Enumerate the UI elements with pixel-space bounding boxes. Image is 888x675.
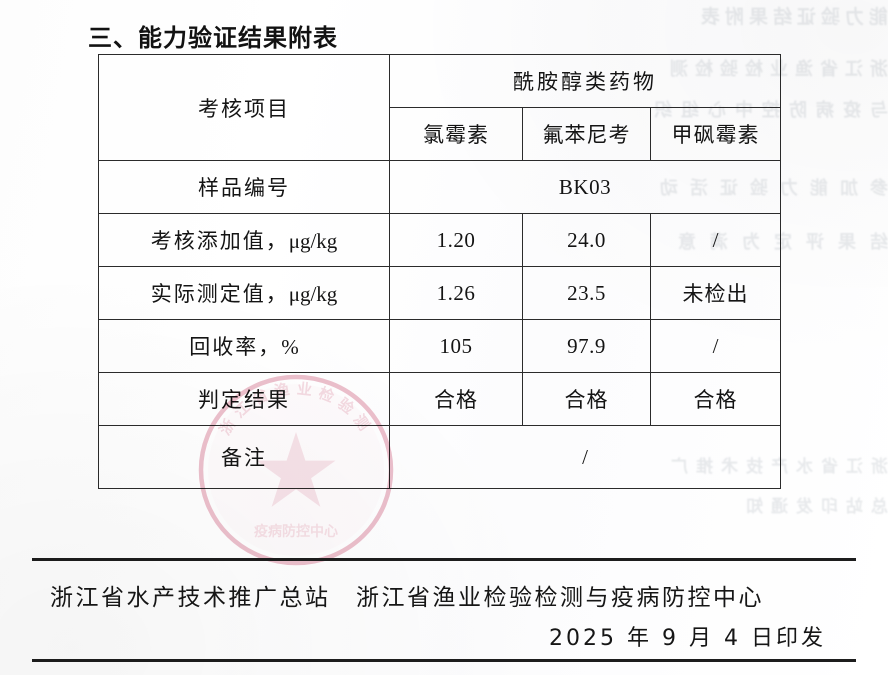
header-drug-group: 酰胺醇类药物: [388, 54, 782, 108]
row-label-spiked-value: 考核添加值，μg/kg: [98, 213, 390, 267]
table-header-row: 考核项目 酰胺醇类药物: [98, 54, 782, 161]
table-row: 回收率，% 105 97.9 /: [98, 319, 782, 373]
header-item-column: 考核项目: [98, 54, 390, 161]
cell-spiked-florfenicol: 24.0: [522, 213, 651, 267]
svg-text:疫病防控中心: 疫病防控中心: [254, 523, 338, 540]
table-row: 判定结果 合格 合格 合格: [98, 372, 782, 426]
header-analyte-1: 氯霉素: [389, 107, 523, 161]
page-title: 三、能力验证结果附表: [88, 25, 338, 52]
cell-spiked-thiamphenicol: /: [649, 213, 782, 267]
cell-remark-value: /: [388, 425, 782, 489]
cell-verdict-florfenicol: 合格: [522, 372, 651, 426]
row-label-sample-id: 样品编号: [98, 160, 390, 214]
cell-recovery-chloramphenicol: 105: [389, 319, 523, 373]
cell-spiked-chloramphenicol: 1.20: [389, 213, 523, 267]
row-label-recovery-text: 回收率，: [189, 335, 282, 359]
footer-issue-date: 2025 年 9 月 4 日印发: [549, 626, 826, 651]
row-label-spiked-unit: μg/kg: [288, 229, 338, 253]
footer-rule-bottom: [32, 659, 856, 662]
table-row: 样品编号 BK03: [98, 160, 782, 214]
results-table: 考核项目 酰胺醇类药物 氯霉素 氟苯尼考 甲砜霉素 样品编号 BK03 考核添加…: [98, 54, 782, 489]
cell-recovery-florfenicol: 97.9: [522, 319, 651, 373]
footer-organizations: 浙江省水产技术推广总站 浙江省渔业检验检测与疫病防控中心: [50, 585, 764, 611]
table-row: 实际测定值，μg/kg 1.26 23.5 未检出: [98, 266, 782, 320]
table-subheader-row: 氯霉素 氟苯尼考 甲砜霉素: [99, 107, 782, 161]
cell-recovery-thiamphenicol: /: [649, 319, 782, 373]
bleed-through-text: 总站印发通知: [738, 497, 888, 516]
row-label-spiked-text: 考核添加值，: [150, 229, 289, 253]
row-label-recovery: 回收率，%: [98, 319, 390, 373]
row-label-measured-unit: μg/kg: [288, 282, 338, 306]
cell-measured-thiamphenicol: 未检出: [649, 266, 782, 320]
row-label-remark: 备注: [98, 425, 390, 489]
row-label-recovery-unit: %: [281, 335, 299, 359]
table-row: 考核添加值，μg/kg 1.20 24.0 /: [98, 213, 782, 267]
cell-sample-id-value: BK03: [388, 160, 782, 214]
header-analyte-2: 氟苯尼考: [522, 107, 651, 161]
header-analyte-3: 甲砜霉素: [649, 107, 782, 161]
footer-rule-top: [32, 558, 856, 561]
row-label-measured-value: 实际测定值，μg/kg: [98, 266, 390, 320]
cell-measured-florfenicol: 23.5: [522, 266, 651, 320]
row-label-verdict: 判定结果: [98, 372, 390, 426]
cell-measured-chloramphenicol: 1.26: [389, 266, 523, 320]
cell-verdict-chloramphenicol: 合格: [389, 372, 523, 426]
table-row: 备注 /: [98, 425, 782, 489]
row-label-measured-text: 实际测定值，: [150, 282, 289, 306]
cell-verdict-thiamphenicol: 合格: [649, 372, 782, 426]
